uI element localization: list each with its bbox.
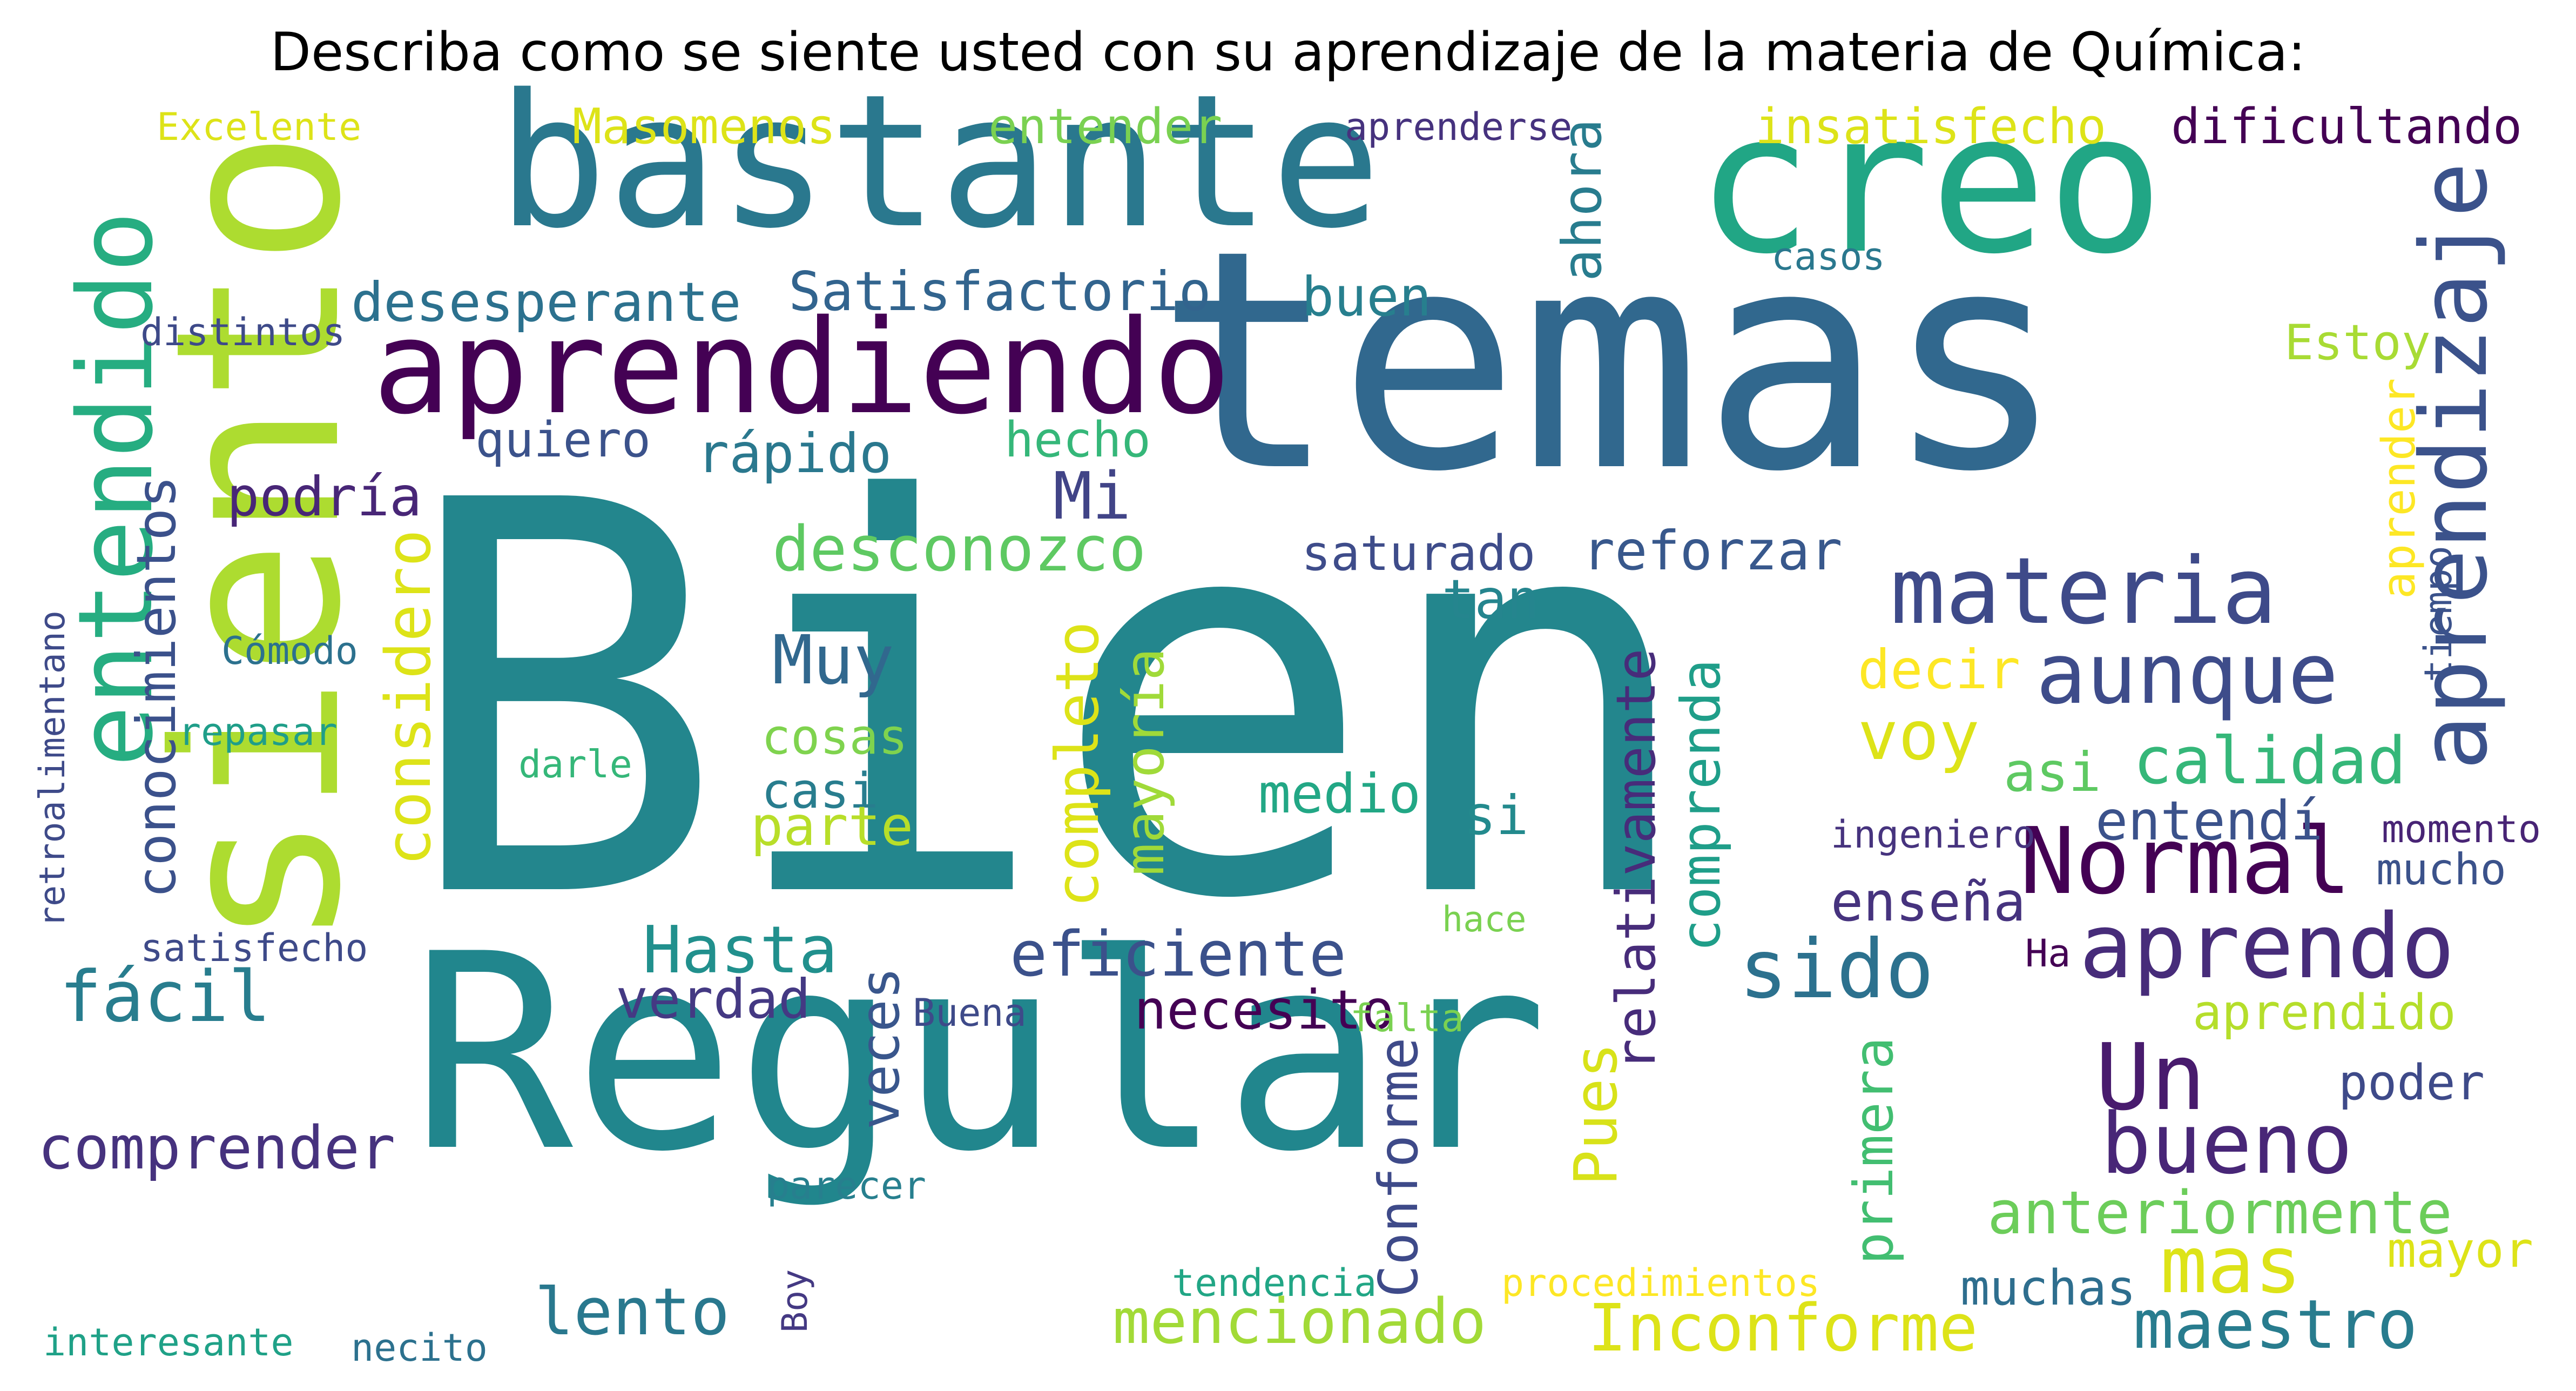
cloud-word: Regular: [410, 896, 1549, 1211]
cloud-word: distintos: [140, 310, 346, 354]
cloud-word: considero: [373, 529, 445, 866]
cloud-word: eficiente: [1010, 918, 1347, 991]
cloud-word: Satisfactorio: [788, 260, 1211, 323]
cloud-word: Boy: [775, 1269, 815, 1333]
cloud-word: aprenderse: [1345, 105, 1573, 149]
cloud-word: entendí: [2095, 789, 2323, 852]
cloud-word: entender: [988, 98, 1223, 155]
cloud-word: bueno: [2101, 1095, 2353, 1193]
cloud-word: Masomenos: [572, 98, 836, 155]
cloud-word: asi: [2004, 741, 2101, 804]
cloud-word: tendencia: [1172, 1261, 1377, 1305]
cloud-word: buen: [1302, 265, 1432, 328]
cloud-word: hecho: [1004, 412, 1151, 468]
cloud-word: dificultando: [2171, 98, 2523, 155]
cloud-word: Mi: [1053, 459, 1131, 534]
cloud-word: veces: [848, 966, 912, 1130]
cloud-word: anteriormente: [1987, 1178, 2452, 1247]
cloud-word: materia: [1890, 538, 2277, 645]
cloud-word: aprendiendo: [373, 292, 1231, 443]
cloud-word: mayor: [2387, 1222, 2533, 1279]
cloud-word: cosas: [761, 709, 908, 765]
cloud-word: insatisfecho: [1755, 98, 2107, 155]
cloud-word: desconozco: [772, 513, 1147, 586]
cloud-word: medio: [1258, 762, 1421, 825]
cloud-word: aprender: [2372, 378, 2426, 599]
cloud-word: sido: [1739, 923, 1934, 1017]
cloud-word: necesito: [1134, 978, 1394, 1041]
cloud-word: aprendido: [2193, 984, 2456, 1041]
cloud-word: conocimientos: [125, 475, 188, 898]
cloud-word: temas: [1156, 186, 2066, 538]
cloud-word: Conforme: [1367, 1037, 1430, 1298]
cloud-word: saturado: [1302, 525, 1536, 582]
cloud-word: comprender: [38, 1113, 396, 1182]
cloud-word: procedimientos: [1501, 1261, 1820, 1305]
cloud-word: aunque: [2036, 625, 2338, 723]
cloud-word: retroalimentano: [32, 610, 73, 928]
cloud-word: creo: [1696, 70, 2164, 297]
cloud-word: Inconforme: [1588, 1291, 1978, 1366]
cloud-word: casi: [761, 763, 879, 819]
cloud-word: Buena: [913, 991, 1027, 1035]
cloud-word: podría: [227, 465, 422, 528]
cloud-word: tan: [1442, 568, 1540, 631]
cloud-word: mas: [2160, 1220, 2302, 1311]
cloud-word: relativamente: [1604, 648, 1668, 1071]
cloud-word: tiempo: [2416, 546, 2460, 682]
cloud-word: Cómodo: [221, 629, 358, 673]
cloud-word: casos: [1771, 234, 1885, 279]
cloud-word: decir: [1858, 638, 2021, 701]
cloud-word: rápido: [697, 422, 892, 485]
cloud-word: bastante: [497, 55, 1381, 269]
cloud-word: quiero: [475, 412, 651, 468]
cloud-word: Muy: [772, 621, 894, 700]
cloud-word: maestro: [2133, 1286, 2418, 1364]
cloud-word: comprenda: [1669, 659, 1732, 952]
cloud-word: darle: [518, 742, 632, 787]
cloud-word: parecer: [767, 1164, 927, 1208]
cloud-word: mucho: [2376, 844, 2506, 895]
cloud-word: parte: [751, 795, 914, 858]
cloud-word: Un: [2095, 1024, 2206, 1131]
cloud-word: calidad: [2133, 724, 2406, 799]
cloud-word: satisfecho: [140, 926, 368, 970]
cloud-word: mayoría: [1113, 648, 1176, 876]
cloud-word: fácil: [59, 956, 271, 1038]
cloud-word: lento: [535, 1275, 730, 1350]
cloud-word: Bien: [400, 388, 1701, 1017]
cloud-word: Hasta: [643, 913, 838, 988]
cloud-word: Estoy: [2284, 314, 2431, 371]
cloud-word: reforzar: [1582, 519, 1843, 582]
cloud-word: repasar: [178, 710, 338, 754]
cloud-word: Excelente: [157, 105, 362, 149]
cloud-word: aprendo: [2079, 895, 2455, 998]
cloud-word: momento: [2382, 807, 2541, 851]
cloud-word: verdad: [616, 967, 811, 1031]
cloud-word: Ha: [2025, 931, 2071, 976]
cloud-word: necito: [351, 1326, 488, 1370]
cloud-word: falta: [1350, 996, 1464, 1040]
cloud-word: voy: [1858, 697, 1980, 775]
cloud-word: ingeniero: [1831, 812, 2036, 857]
cloud-word: si: [1464, 784, 1529, 847]
cloud-title: Describa como se siente usted con su apr…: [270, 22, 2306, 83]
cloud-word: primera: [1842, 1037, 1905, 1265]
cloud-word: Normal: [2020, 808, 2352, 915]
cloud-word: muchas: [1960, 1260, 2136, 1316]
cloud-word: desesperante: [351, 271, 741, 334]
cloud-word: mencionado: [1112, 1286, 1487, 1358]
cloud-word: enseña: [1831, 870, 2026, 933]
cloud-word: interesante: [43, 1320, 294, 1365]
cloud-word: poder: [2338, 1054, 2485, 1111]
cloud-word: hace: [1442, 899, 1527, 940]
cloud-word: completo: [1043, 621, 1112, 908]
